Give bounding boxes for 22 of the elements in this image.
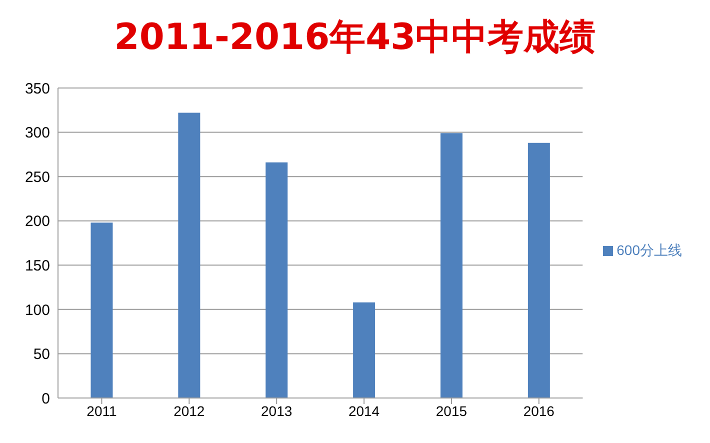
bar — [353, 302, 376, 398]
bar — [528, 142, 550, 398]
bar — [90, 222, 113, 398]
y-tick-label: 250 — [24, 168, 50, 186]
x-tick-label: 2013 — [261, 402, 292, 419]
x-tick-label: 2011 — [86, 402, 117, 419]
legend-label: 600分上线 — [616, 242, 682, 258]
x-tick-label: 2014 — [348, 402, 380, 419]
bar — [440, 133, 462, 398]
y-tick-label: 350 — [24, 80, 50, 98]
y-tick-label: 200 — [24, 213, 50, 230]
y-tick-label: 300 — [24, 124, 50, 142]
bar — [178, 112, 200, 398]
x-tick-label: 2015 — [436, 402, 468, 419]
y-tick-label: 150 — [24, 257, 50, 274]
y-tick-label: 100 — [24, 302, 50, 319]
y-tick-label: 50 — [33, 346, 50, 364]
x-tick-label: 2012 — [174, 402, 205, 419]
x-tick-label: 2016 — [523, 402, 555, 419]
chart-title: 2011-2016年43中中考成绩 — [113, 16, 597, 60]
y-tick-label: 0 — [42, 390, 50, 408]
bar — [266, 162, 288, 398]
